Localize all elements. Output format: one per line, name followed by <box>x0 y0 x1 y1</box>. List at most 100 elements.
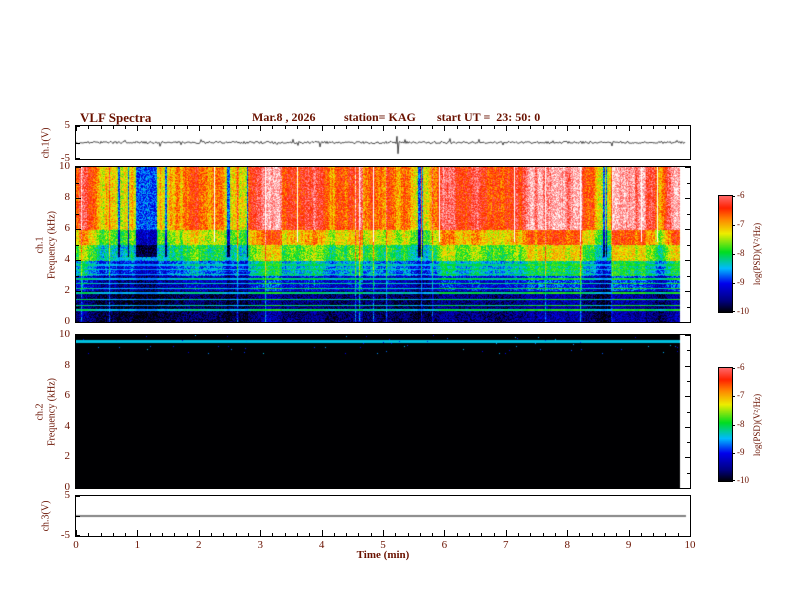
tick-mark <box>518 126 520 129</box>
tick-mark <box>640 533 642 536</box>
tick-mark <box>432 126 434 129</box>
tick-mark <box>685 167 690 168</box>
ch3-waveform-canvas <box>76 496 690 536</box>
tick-mark <box>685 457 690 459</box>
tick-mark <box>76 213 79 215</box>
tick-mark <box>732 424 735 426</box>
tick-mark <box>468 126 470 129</box>
tick-mark <box>444 126 446 131</box>
y-tick-label: -5 <box>60 529 70 541</box>
tick-mark <box>370 533 372 536</box>
figure-title: VLF Spectra <box>80 110 152 125</box>
colorbar-tick-label: -9 <box>737 277 745 287</box>
tick-mark <box>76 457 81 459</box>
tick-mark <box>76 322 81 323</box>
tick-mark <box>76 142 80 144</box>
tick-mark <box>76 530 77 536</box>
y-tick-label: 8 <box>64 358 71 371</box>
tick-mark <box>321 530 323 536</box>
tick-mark <box>112 126 114 129</box>
tick-mark <box>76 396 81 398</box>
y-tick-label: 6 <box>64 389 71 402</box>
tick-mark <box>76 182 79 184</box>
tick-mark <box>456 533 458 536</box>
colorbar-tick-label: -10 <box>737 475 749 485</box>
tick-mark <box>76 167 81 168</box>
tick-mark <box>76 488 81 489</box>
tick-mark <box>76 158 80 159</box>
ch1-axis-line1: ch.1 <box>34 236 46 253</box>
tick-mark <box>297 533 299 536</box>
tick-mark <box>88 126 90 129</box>
x-tick-label: 1 <box>134 539 141 551</box>
time-axis-label: Time (min) <box>356 549 410 561</box>
tick-mark <box>174 126 176 129</box>
tick-mark <box>76 411 79 413</box>
ch2-axis-line1: ch.2 <box>34 403 46 420</box>
ch2-frequency-axis-label: ch.2 Frequency (kHz) <box>35 377 58 445</box>
tick-mark <box>604 126 606 129</box>
colorbar-tick-label: -8 <box>737 418 745 429</box>
tick-mark <box>76 535 80 536</box>
tick-mark <box>76 426 81 428</box>
tick-mark <box>732 283 735 284</box>
x-tick-label: 7 <box>503 539 509 551</box>
tick-mark <box>211 533 213 536</box>
tick-mark <box>732 396 735 398</box>
tick-mark <box>567 126 569 131</box>
tick-mark <box>76 275 79 277</box>
tick-mark <box>358 533 360 536</box>
tick-mark <box>444 530 446 536</box>
ch3-voltage-axis-label: ch.3(V) <box>40 500 52 532</box>
tick-mark <box>76 380 79 382</box>
y-tick-label: 4 <box>64 253 71 265</box>
tick-mark <box>186 126 188 129</box>
tick-mark <box>223 126 225 129</box>
tick-mark <box>358 126 360 129</box>
x-tick-label: 9 <box>625 539 632 551</box>
colorbar-tick-label: -6 <box>737 190 745 200</box>
tick-mark <box>530 126 532 129</box>
tick-mark <box>149 126 151 129</box>
tick-mark <box>309 126 311 129</box>
tick-mark <box>653 126 655 129</box>
tick-mark <box>640 126 642 129</box>
tick-mark <box>383 126 384 131</box>
tick-mark <box>665 126 667 129</box>
x-tick-label: 0 <box>73 539 79 551</box>
tick-mark <box>567 530 569 536</box>
tick-mark <box>616 126 618 129</box>
tick-mark <box>76 126 77 131</box>
tick-mark <box>260 530 262 536</box>
x-tick-label: 6 <box>441 539 448 551</box>
tick-mark <box>211 126 213 129</box>
tick-mark <box>687 350 690 352</box>
tick-mark <box>76 442 79 444</box>
tick-mark <box>505 126 507 131</box>
tick-mark <box>685 488 690 489</box>
tick-mark <box>76 365 81 367</box>
tick-mark <box>685 291 690 292</box>
tick-mark <box>687 275 690 277</box>
start-ut-label: start UT = 23: 50: 0 <box>437 110 541 124</box>
ch2-spectrogram-canvas <box>76 335 690 488</box>
tick-mark <box>407 126 409 129</box>
tick-mark <box>732 225 735 226</box>
y-tick-label: 2 <box>64 450 71 463</box>
tick-mark <box>685 365 690 367</box>
tick-mark <box>346 533 348 536</box>
tick-mark <box>112 533 114 536</box>
tick-mark <box>530 533 532 536</box>
y-tick-label: 6 <box>64 222 71 234</box>
tick-mark <box>76 198 81 199</box>
tick-mark <box>518 533 520 536</box>
tick-mark <box>370 126 372 129</box>
y-tick-label: 10 <box>59 328 70 340</box>
tick-mark <box>685 396 690 398</box>
colorbar-tick-label: -10 <box>737 306 749 316</box>
tick-mark <box>100 126 102 129</box>
tick-mark <box>732 368 735 369</box>
tick-mark <box>297 126 299 129</box>
tick-mark <box>419 533 421 536</box>
tick-mark <box>88 533 90 536</box>
